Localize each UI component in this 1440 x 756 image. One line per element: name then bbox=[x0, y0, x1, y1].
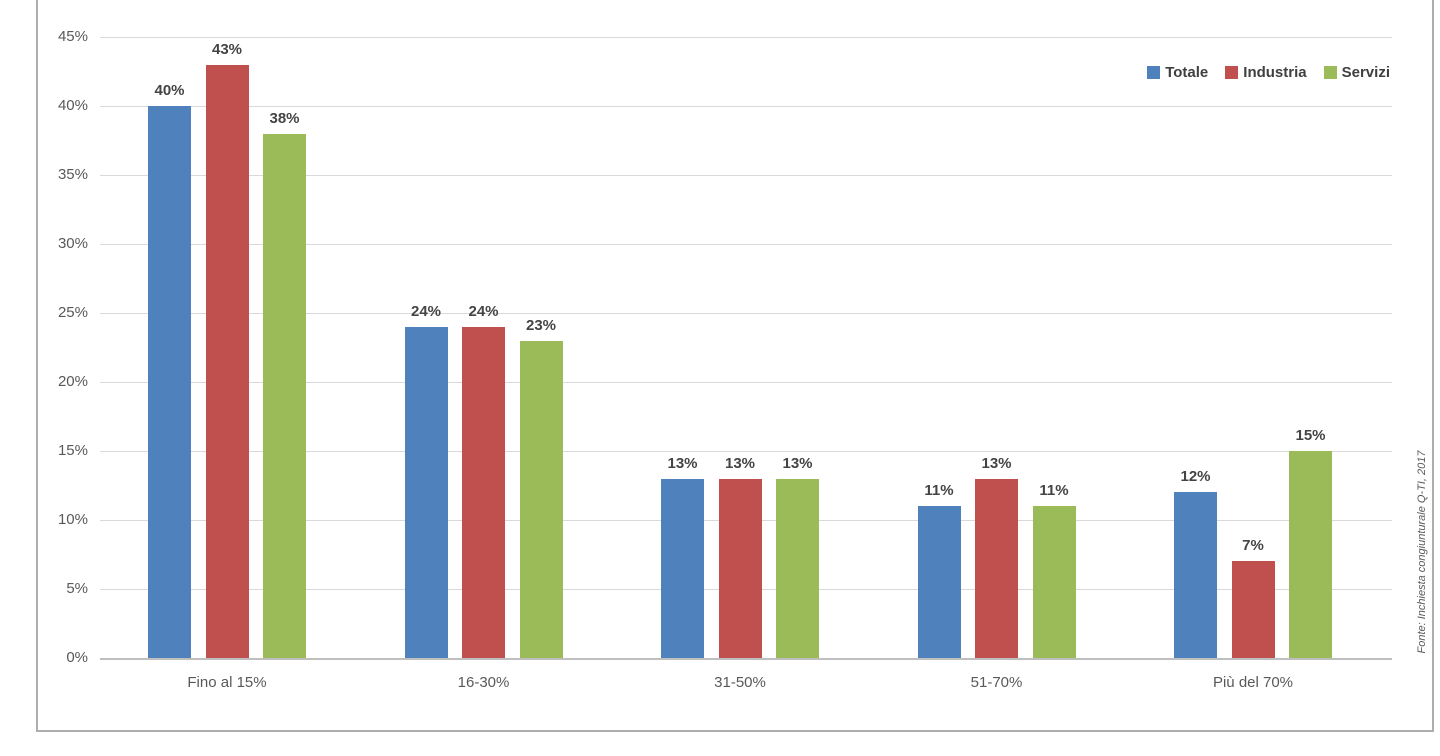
bar-industria-pi-del-70 bbox=[1231, 561, 1275, 658]
legend-swatch-icon bbox=[1225, 66, 1239, 79]
bar-totale-16-30 bbox=[404, 326, 448, 658]
y-tick-label-5: 5% bbox=[66, 580, 88, 597]
value-label-totale-16-30: 24% bbox=[410, 302, 442, 320]
y-tick-label-45: 45% bbox=[57, 28, 88, 45]
value-label-totale-31-50: 13% bbox=[667, 454, 698, 472]
legend-item-totale: Totale bbox=[1147, 64, 1208, 81]
y-tick-label-0: 0% bbox=[66, 649, 88, 666]
value-label-industria-51-70: 13% bbox=[981, 454, 1012, 472]
gridline-20 bbox=[100, 382, 1392, 383]
value-label-industria-31-50: 13% bbox=[724, 454, 756, 472]
bar-servizi-51-70 bbox=[1032, 506, 1076, 658]
gridline-40 bbox=[100, 106, 1392, 107]
y-tick-label-25: 25% bbox=[57, 304, 88, 321]
value-label-industria-pi-del-70: 7% bbox=[1242, 537, 1264, 555]
gridline-30 bbox=[100, 244, 1392, 245]
bar-totale-51-70 bbox=[917, 506, 961, 658]
value-label-industria-16-30: 24% bbox=[468, 302, 499, 320]
gridline-45 bbox=[100, 37, 1392, 38]
category-label-fino-al-15: Fino al 15% bbox=[187, 674, 267, 691]
bar-servizi-pi-del-70 bbox=[1289, 451, 1332, 658]
y-tick-label-40: 40% bbox=[57, 97, 88, 114]
x-axis-line bbox=[100, 658, 1392, 660]
bar-servizi-fino-al-15 bbox=[263, 133, 306, 658]
category-label-51-70: 51-70% bbox=[970, 674, 1023, 691]
value-label-servizi-16-30: 23% bbox=[525, 316, 557, 334]
legend-label: Servizi bbox=[1341, 64, 1390, 81]
value-label-servizi-51-70: 11% bbox=[1039, 482, 1069, 500]
y-tick-label-35: 35% bbox=[57, 166, 88, 183]
gridline-15 bbox=[100, 451, 1392, 452]
bar-totale-31-50 bbox=[661, 478, 704, 658]
bar-servizi-31-50 bbox=[776, 478, 819, 658]
bar-industria-51-70 bbox=[975, 478, 1018, 658]
legend-item-servizi: Servizi bbox=[1323, 64, 1390, 81]
value-label-servizi-31-50: 13% bbox=[782, 454, 813, 472]
value-label-industria-fino-al-15: 43% bbox=[211, 40, 243, 58]
value-label-totale-pi-del-70: 12% bbox=[1180, 468, 1211, 486]
bar-servizi-16-30 bbox=[519, 340, 563, 658]
y-tick-label-10: 10% bbox=[57, 511, 88, 528]
y-tick-label-15: 15% bbox=[57, 442, 88, 459]
legend-swatch-icon bbox=[1323, 66, 1337, 79]
legend: Totale Industria Servizi bbox=[1147, 64, 1390, 81]
bar-totale-fino-al-15 bbox=[148, 106, 191, 658]
legend-swatch-icon bbox=[1147, 66, 1161, 79]
gridline-25 bbox=[100, 313, 1392, 314]
category-label-16-30: 16-30% bbox=[457, 674, 510, 691]
bar-industria-16-30 bbox=[462, 326, 505, 658]
source-note: Fonte: Inchiesta congiunturale Q-TI, 201… bbox=[1416, 450, 1428, 654]
value-label-servizi-pi-del-70: 15% bbox=[1295, 427, 1326, 444]
value-label-servizi-fino-al-15: 38% bbox=[269, 109, 300, 127]
y-tick-label-30: 30% bbox=[57, 235, 88, 252]
value-label-totale-51-70: 11% bbox=[924, 482, 954, 500]
bar-industria-31-50 bbox=[718, 478, 762, 658]
gridline-35 bbox=[100, 175, 1392, 176]
value-label-totale-fino-al-15: 40% bbox=[154, 82, 185, 99]
bar-industria-fino-al-15 bbox=[205, 64, 249, 658]
y-tick-label-20: 20% bbox=[57, 373, 88, 390]
bar-totale-pi-del-70 bbox=[1174, 492, 1217, 658]
category-label-pi-del-70: Più del 70% bbox=[1212, 674, 1294, 691]
category-label-31-50: 31-50% bbox=[714, 674, 766, 691]
legend-label: Industria bbox=[1243, 64, 1307, 81]
legend-label: Totale bbox=[1165, 64, 1209, 81]
legend-item-industria: Industria bbox=[1225, 64, 1307, 81]
